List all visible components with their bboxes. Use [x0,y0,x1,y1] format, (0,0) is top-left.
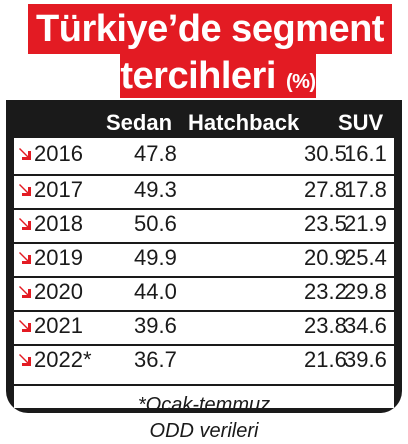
data-table: 2016 47.8 30.5 16.1 2017 49.3 27.8 17.8 2018 50.6… [14,138,394,442]
row-year: 2022* [34,347,92,372]
cell-sedan: 49.9 [134,245,177,270]
row-year: 2021 [34,313,83,338]
down-arrow-icon [19,184,31,196]
cell-hatchback: 23.2 [304,279,347,304]
row-year: 2020 [34,279,83,304]
cell-suv: 29.8 [344,279,387,304]
down-arrow-icon [19,286,31,298]
cell-suv: 21.9 [344,211,387,236]
cell-hatchback: 21.6 [304,347,347,372]
title-unit: (%) [285,71,316,93]
title-text: tercihleri [120,55,276,97]
cell-hatchback: 27.8 [304,177,347,202]
down-arrow-icon [19,252,31,264]
cell-sedan: 39.6 [134,313,177,338]
table-row: 2022* 36.7 21.6 39.6 [14,344,394,372]
table-panel: Sedan Hatchback SUV 2016 47.8 30.5 16.1 2017… [6,100,402,442]
table-row: 2020 44.0 23.2 29.8 [14,276,394,304]
cell-hatchback: 20.9 [304,245,347,270]
title-block: Türkiye’de segment tercihleri (%) [0,0,408,100]
column-headers: Sedan Hatchback SUV [6,106,402,138]
footnote: *Ocak-temmuz ODD verileri [14,384,394,444]
header-suv: SUV [338,110,384,135]
cell-suv: 39.6 [344,347,387,372]
cell-suv: 17.8 [344,177,387,202]
down-arrow-icon [19,218,31,230]
row-year: 2017 [34,177,83,202]
cell-suv: 34.6 [344,313,387,338]
header-sedan: Sedan [106,110,173,135]
cell-hatchback: 23.5 [304,211,347,236]
table-row: 2017 49.3 27.8 17.8 [14,174,394,202]
footnote-line-1: *Ocak-temmuz [137,394,271,416]
cell-sedan: 44.0 [134,279,177,304]
down-arrow-icon [19,354,31,366]
table-row: 2018 50.6 23.5 21.9 [14,208,394,236]
cell-hatchback: 30.5 [304,141,347,166]
row-year: 2019 [34,245,83,270]
row-year: 2018 [34,211,83,236]
cell-suv: 16.1 [344,141,387,166]
title-line-2: tercihleri (%) [120,54,316,98]
table-row: 2021 39.6 23.8 34.6 [14,310,394,338]
row-year: 2016 [34,141,83,166]
title-line-1: Türkiye’de segment [28,4,392,54]
header-hatchback: Hatchback [188,110,300,135]
cell-sedan: 47.8 [134,141,177,166]
table-row: 2016 47.8 30.5 16.1 [14,140,394,166]
cell-sedan: 50.6 [134,211,177,236]
cell-suv: 25.4 [344,245,387,270]
down-arrow-icon [19,320,31,332]
table-row: 2019 49.9 20.9 25.4 [14,242,394,270]
footnote-line-2: ODD verileri [149,420,259,442]
cell-sedan: 49.3 [134,177,177,202]
cell-sedan: 36.7 [134,347,177,372]
cell-hatchback: 23.8 [304,313,347,338]
down-arrow-icon [19,148,31,160]
